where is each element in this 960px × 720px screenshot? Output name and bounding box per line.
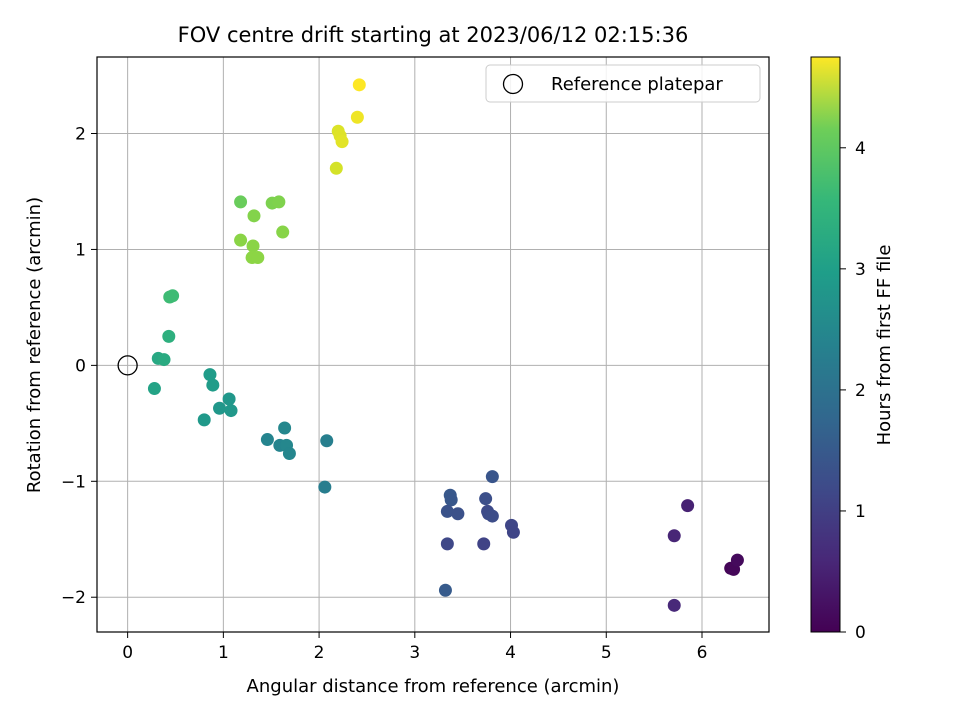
data-point xyxy=(234,195,248,209)
legend-reference-marker xyxy=(502,73,524,95)
data-point xyxy=(444,493,458,507)
colorbar-label: Hours from first FF file xyxy=(874,245,895,446)
y-tick-label: −1 xyxy=(61,472,86,492)
data-point xyxy=(234,233,248,247)
data-point xyxy=(485,470,499,484)
legend-box xyxy=(485,64,761,103)
x-tick-label: 0 xyxy=(122,643,133,663)
colorbar: 0 1 2 3 4 Hours from first FF file xyxy=(810,56,895,643)
colorbar-gradient xyxy=(810,56,841,633)
y-tick-label: 1 xyxy=(75,240,86,260)
data-point xyxy=(282,446,296,460)
data-point xyxy=(318,480,332,494)
x-tick-label: 4 xyxy=(505,643,516,663)
data-point xyxy=(440,504,454,518)
colorbar-ticks: 0 1 2 3 4 xyxy=(840,139,866,643)
reference-platepar-marker xyxy=(117,355,138,376)
grid xyxy=(97,57,769,632)
data-point xyxy=(162,329,176,343)
data-point xyxy=(477,537,491,551)
colorbar-tick-label: 3 xyxy=(855,260,866,280)
data-point xyxy=(335,135,349,149)
data-point xyxy=(272,195,286,209)
y-axis-label: Rotation from reference (arcmin) xyxy=(24,197,45,493)
data-point xyxy=(667,529,681,543)
x-tick-label: 1 xyxy=(218,643,229,663)
x-axis-label: Angular distance from reference (arcmin) xyxy=(247,676,620,697)
x-tick-label: 6 xyxy=(697,643,708,663)
data-point xyxy=(246,239,260,253)
data-point xyxy=(222,392,236,406)
data-point xyxy=(278,421,292,435)
chart-title: FOV centre drift starting at 2023/06/12 … xyxy=(178,23,689,47)
data-point xyxy=(667,598,681,612)
data-point xyxy=(451,507,465,521)
data-points xyxy=(117,78,744,612)
plot-frame xyxy=(96,56,770,633)
x-tick-label: 3 xyxy=(409,643,420,663)
colorbar-tick-label: 4 xyxy=(855,139,866,159)
x-tick-label: 2 xyxy=(314,643,325,663)
y-tick-label: 0 xyxy=(75,356,86,376)
data-point xyxy=(479,492,493,506)
data-point xyxy=(224,404,238,418)
y-tick-label: 2 xyxy=(75,125,86,145)
data-point xyxy=(681,499,695,513)
data-point xyxy=(260,433,274,447)
data-point xyxy=(440,537,454,551)
legend-entry-label: Reference platepar xyxy=(551,74,723,95)
data-point xyxy=(352,78,366,92)
data-point xyxy=(730,553,744,567)
data-point xyxy=(329,161,343,175)
data-point xyxy=(438,583,452,597)
data-point xyxy=(276,225,290,239)
colorbar-tick-label: 2 xyxy=(855,381,866,401)
x-tick-label: 5 xyxy=(601,643,612,663)
data-point xyxy=(350,110,364,124)
data-point xyxy=(247,209,261,223)
data-point xyxy=(197,413,211,427)
colorbar-tick-label: 1 xyxy=(855,502,866,522)
legend: Reference platepar xyxy=(485,64,761,103)
data-point xyxy=(213,401,227,415)
data-point xyxy=(206,378,220,392)
data-point xyxy=(251,251,265,265)
data-point xyxy=(485,509,499,523)
data-point xyxy=(203,368,217,382)
axis-ticks: 0 1 2 3 4 5 6 −2 −1 0 1 2 xyxy=(61,125,707,663)
colorbar-tick-label: 0 xyxy=(855,623,866,643)
data-point xyxy=(506,525,520,539)
data-point xyxy=(320,434,334,448)
data-point xyxy=(147,382,161,396)
data-point xyxy=(166,289,180,303)
y-tick-label: −2 xyxy=(61,588,86,608)
data-point xyxy=(157,353,171,367)
